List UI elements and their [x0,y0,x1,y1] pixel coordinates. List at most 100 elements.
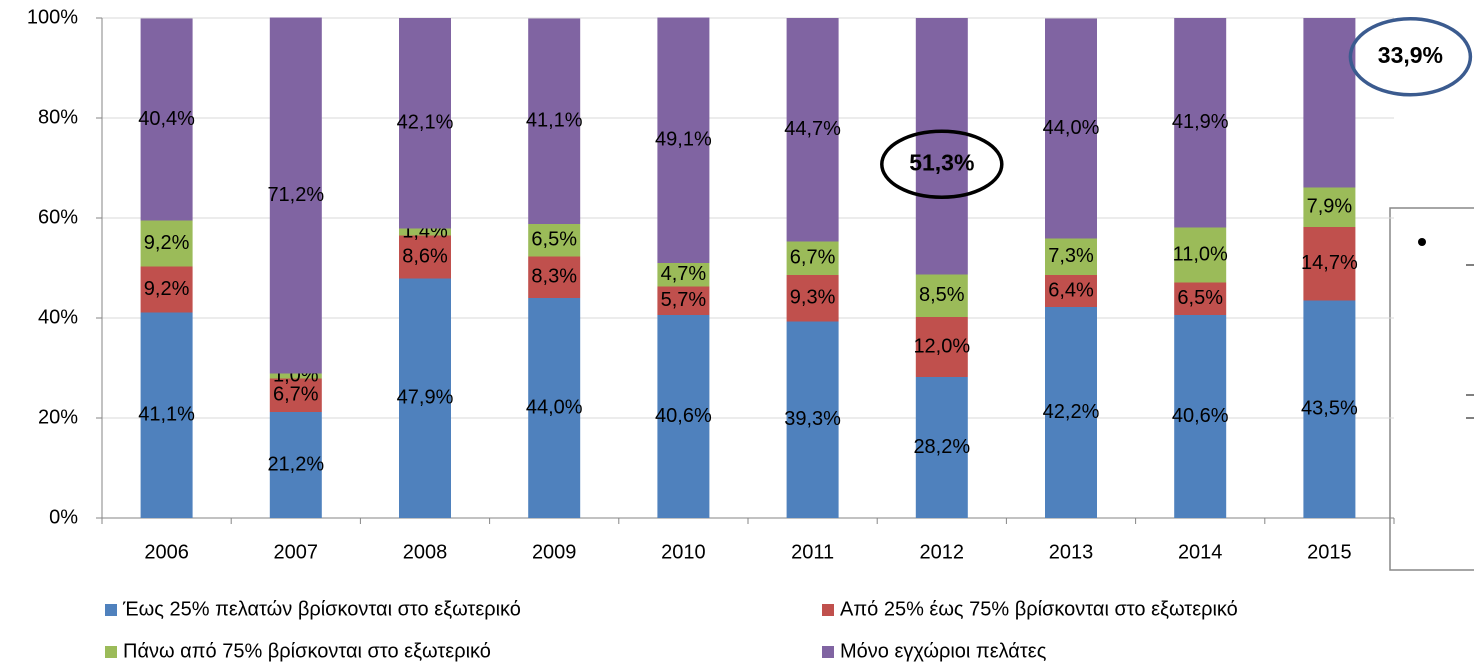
bar-segment [915,18,968,275]
bar-segment [657,263,710,287]
y-tick-label: 100% [27,6,78,28]
bar-segment [1303,18,1356,188]
value-label: 9,3% [790,287,836,309]
legend-label: Από 25% έως 75% βρίσκονται στο εξωτερικό [840,598,1238,620]
x-tick-label: 2010 [661,541,706,563]
value-label: 43,5% [1301,398,1358,420]
bar-segment [1045,307,1097,518]
x-tick-label: 2011 [791,541,834,563]
bar-segment [140,220,193,267]
x-tick-label: 2014 [1178,541,1223,563]
bar-segment [1303,187,1356,227]
bar-segment [1045,275,1097,307]
value-label: 33,9% [1378,42,1443,68]
x-tick-label: 2012 [920,541,965,563]
highlight-ellipse [880,129,1004,199]
x-tick-label: 2007 [274,541,319,563]
value-label: 4,7% [661,263,707,285]
value-label: 6,7% [790,247,836,269]
bar-segment [1174,18,1227,228]
y-tick-label: 60% [38,206,78,228]
y-tick-label: 0% [49,506,78,528]
value-label: 9,2% [144,232,190,254]
value-label: 7,9% [1307,196,1353,218]
bar-segment [786,275,839,322]
bar-segment [1174,227,1227,283]
value-label: 40,6% [1172,405,1229,427]
bar-segment [528,18,581,224]
highlight-ellipse [1348,17,1473,97]
value-label: 12,0% [913,335,970,357]
value-label: 44,7% [784,118,841,140]
value-label: 47,9% [397,387,454,409]
value-label: 28,2% [913,436,970,458]
value-label: 49,1% [655,129,712,151]
value-label: 40,4% [138,108,195,130]
value-label: 51,3% [909,149,974,175]
legend-swatch [105,646,117,658]
bar-segment [1303,300,1356,518]
bar-segment [269,373,322,379]
y-tick-label: 40% [38,306,78,328]
bar-segment [1045,238,1097,275]
value-label: 14,7% [1301,252,1358,274]
bar-segment [657,286,710,315]
bar-segment [399,235,451,279]
bar-segment [1045,18,1097,239]
value-label: 39,3% [784,408,841,430]
value-label: 6,5% [1177,287,1223,309]
value-label: 41,1% [526,110,583,132]
legend-swatch [105,604,117,616]
legend-label: Πάνω από 75% βρίσκονται στο εξωτερικό [123,640,491,662]
value-label: 8,5% [919,284,965,306]
overlay-bullet [1418,238,1426,246]
value-label: 44,0% [526,396,583,418]
bar-segment [269,412,322,518]
value-label: 42,2% [1043,401,1100,423]
bar-segment [915,377,968,518]
value-label: 8,6% [402,245,448,267]
legend-swatch [822,604,834,616]
value-label: 6,5% [531,229,577,251]
value-label: 11,0% [1173,243,1228,265]
bar-segment [269,17,322,374]
legend-swatch [822,646,834,658]
bar-segment [399,278,451,518]
bar-segment [399,18,451,229]
value-label: 41,1% [138,404,195,426]
bar-segment [915,274,968,317]
bar-segment [786,241,839,275]
overlay-box [1389,207,1474,571]
bar-segment [915,317,968,377]
value-label: 71,2% [267,184,324,206]
value-label: 44,0% [1043,117,1100,139]
x-tick-label: 2009 [532,541,577,563]
value-label: 9,2% [144,278,190,300]
value-label: 41,9% [1172,111,1229,133]
legend-label: Μόνο εγχώριοι πελάτες [840,640,1047,662]
value-label: 21,2% [267,453,324,475]
bar-segment [140,18,193,221]
bar-segment [269,378,322,412]
value-label: 6,4% [1048,279,1094,301]
bar-segment [399,228,451,236]
y-tick-label: 80% [38,106,78,128]
x-tick-label: 2006 [144,541,189,563]
value-label: 8,3% [531,266,577,288]
bar-segment [528,224,581,257]
bar-segment [528,298,581,518]
value-label: 42,1% [397,112,454,134]
bar-segment [1174,282,1227,315]
bar-segment [528,256,581,298]
y-tick-label: 20% [38,406,78,428]
legend-label: Έως 25% πελατών βρίσκονται στο εξωτερικό [122,598,521,620]
bar-segment [657,17,710,263]
bar-segment [657,315,710,518]
bar-segment [786,18,839,242]
bar-segment [140,312,193,518]
bar-segment [786,321,839,518]
bar-segment [140,266,193,313]
value-label: 5,7% [661,289,707,311]
